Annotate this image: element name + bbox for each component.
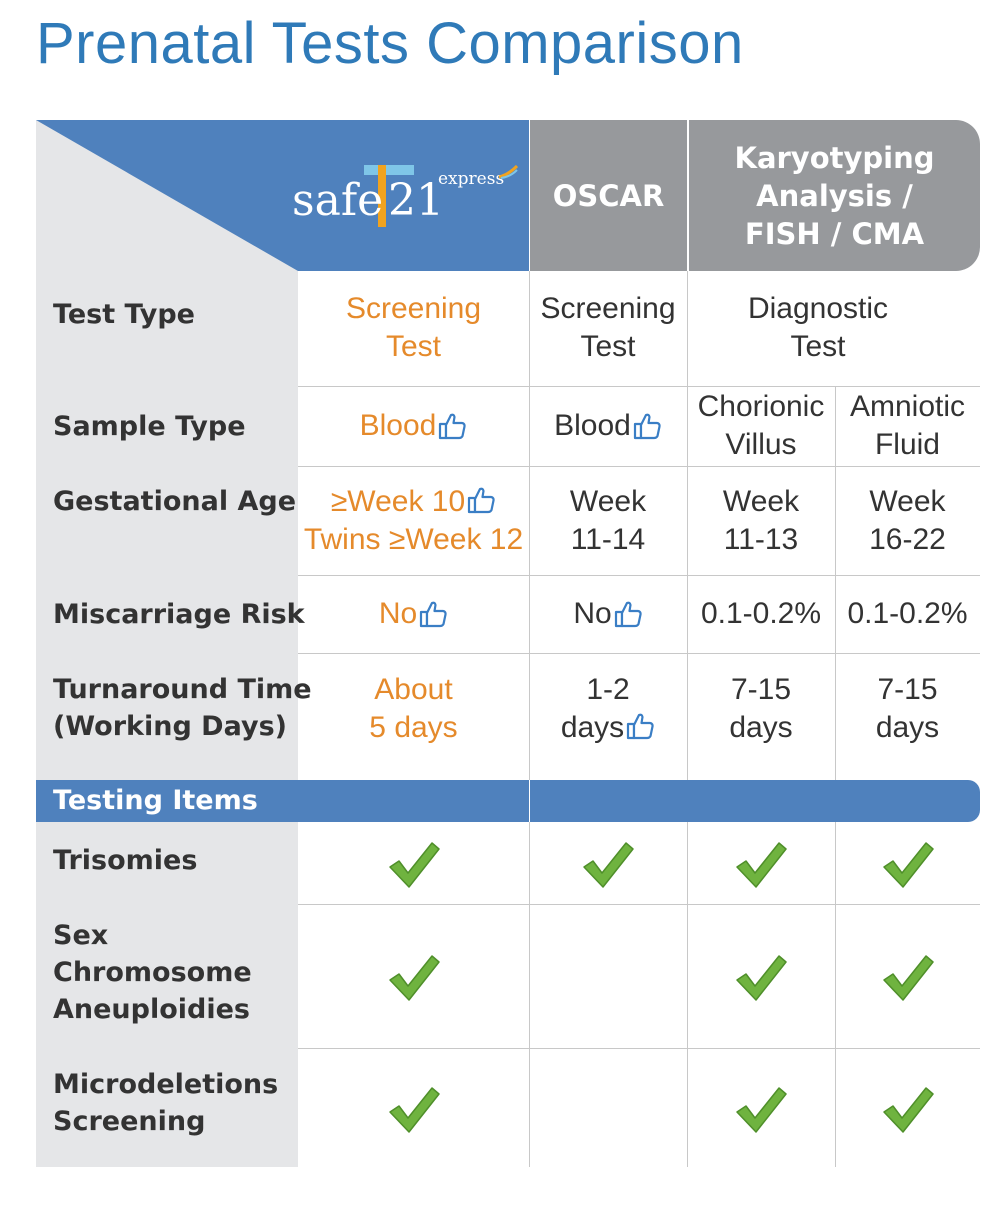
cell-miscarriage-amnio: 0.1-0.2% bbox=[835, 575, 980, 653]
cell-text: Diagnostic Test bbox=[747, 292, 889, 363]
cell-text: About 5 days bbox=[369, 673, 458, 744]
cell-text: Chorionic Villus bbox=[697, 390, 825, 461]
cell-text: 7-15 days bbox=[875, 673, 940, 744]
cell-miscarriage-oscar: No bbox=[529, 575, 687, 653]
grid-vline bbox=[687, 271, 688, 780]
grid-hline bbox=[298, 1048, 980, 1049]
header-oscar: OSCAR bbox=[529, 120, 687, 271]
thumbs-up-icon bbox=[439, 413, 467, 440]
logo-express-text: express bbox=[438, 169, 505, 189]
grid-hline bbox=[298, 386, 980, 387]
item-label-sex-chromosome: Sex Chromosome Aneuploidies bbox=[53, 920, 252, 1025]
check-icon bbox=[388, 955, 440, 1001]
cell-gestational-age-amnio: Week 16-22 bbox=[835, 466, 980, 575]
check-icon bbox=[388, 842, 440, 888]
cell-text: Twins ≥Week 12 bbox=[303, 522, 524, 556]
grid-hline bbox=[298, 466, 980, 467]
cell-text: No bbox=[573, 597, 612, 630]
cell-line: ≥Week 10 bbox=[331, 483, 496, 521]
section-label: Testing Items bbox=[53, 785, 258, 816]
thumbs-up-icon bbox=[420, 601, 447, 628]
cell-text: No bbox=[378, 597, 418, 630]
swoosh-icon bbox=[498, 165, 518, 179]
cell-turnaround-amnio: 7-15 days bbox=[835, 653, 980, 780]
header-karyotyping: Karyotyping Analysis / FISH / CMA bbox=[688, 120, 980, 271]
cell-text: Screening Test bbox=[540, 292, 676, 363]
cell-test-type-oscar: Screening Test bbox=[529, 290, 687, 380]
grid-hline bbox=[298, 904, 980, 905]
page-title: Prenatal Tests Comparison bbox=[36, 11, 744, 76]
check-icon bbox=[882, 1086, 934, 1133]
logo-safe-text: safe bbox=[292, 175, 384, 226]
check-icon bbox=[736, 1086, 787, 1133]
cell-turnaround-safe21: About 5 days bbox=[298, 653, 529, 780]
cell-text: Blood bbox=[554, 409, 631, 442]
logo-21-text: 21 bbox=[388, 175, 444, 226]
grid-vline bbox=[529, 271, 530, 780]
header-karyotyping-text: Karyotyping Analysis / FISH / CMA bbox=[734, 140, 935, 251]
cell-text: 0.1-0.2% bbox=[847, 597, 968, 630]
check-icon bbox=[882, 842, 934, 888]
cell-miscarriage-safe21: No bbox=[298, 575, 529, 653]
grid-hline bbox=[298, 575, 980, 576]
check-icon bbox=[736, 842, 787, 888]
row-label-miscarriage-risk: Miscarriage Risk bbox=[53, 599, 305, 630]
cell-text: 1-2 bbox=[586, 673, 630, 706]
label-column bbox=[36, 120, 298, 1167]
cell-text: Week 11-13 bbox=[722, 484, 800, 556]
row-label-turnaround: Turnaround Time (Working Days) bbox=[53, 674, 312, 742]
header-safe21 bbox=[36, 120, 529, 271]
logo-bar-top bbox=[364, 165, 414, 175]
cell-text: days bbox=[560, 711, 625, 744]
thumbs-up-icon bbox=[627, 713, 654, 740]
thumbs-up-icon bbox=[633, 413, 661, 440]
check-icon bbox=[388, 1086, 440, 1133]
cell-sample-type-amnio: Amniotic Fluid bbox=[835, 386, 980, 466]
check-icon bbox=[583, 842, 634, 888]
section-divider bbox=[529, 780, 530, 822]
grid-vline bbox=[529, 822, 530, 1167]
cell-text: Week 11-14 bbox=[569, 484, 647, 556]
item-label-microdeletions: Microdeletions Screening bbox=[53, 1069, 279, 1137]
cell-turnaround-cvs: 7-15 days bbox=[687, 653, 835, 780]
check-icon bbox=[882, 955, 934, 1001]
grid-vline bbox=[835, 386, 836, 780]
cell-sample-type-safe21: Blood bbox=[298, 386, 529, 466]
check-icon bbox=[736, 955, 787, 1001]
cell-sample-type-oscar: Blood bbox=[529, 386, 687, 466]
grid-hline bbox=[298, 653, 980, 654]
cell-gestational-age-cvs: Week 11-13 bbox=[687, 466, 835, 575]
row-label-sample-type: Sample Type bbox=[53, 411, 246, 442]
cell-text: 7-15 days bbox=[729, 673, 793, 744]
cell-miscarriage-cvs: 0.1-0.2% bbox=[687, 575, 835, 653]
cell-turnaround-oscar: 1-2 days bbox=[529, 653, 687, 780]
cell-line: days bbox=[561, 709, 655, 747]
thumbs-up-icon bbox=[468, 487, 495, 513]
cell-text: Week 16-22 bbox=[869, 484, 946, 556]
logo-bar bbox=[378, 165, 386, 227]
cell-text: 0.1-0.2% bbox=[700, 597, 822, 630]
item-label-trisomies: Trisomies bbox=[53, 845, 198, 876]
section-bar-testing-items: Testing Items bbox=[36, 780, 980, 822]
safe21-logo: safe 21 express bbox=[292, 165, 522, 235]
cell-gestational-age-oscar: Week 11-14 bbox=[529, 466, 687, 575]
header-oscar-text: OSCAR bbox=[552, 178, 665, 213]
header-diagonal bbox=[36, 120, 298, 271]
cell-text: Screening Test bbox=[345, 292, 482, 363]
row-label-gestational-age: Gestational Age bbox=[53, 486, 297, 517]
cell-test-type-karyo: Diagnostic Test bbox=[687, 290, 949, 380]
cell-text: ≥Week 10 bbox=[330, 484, 466, 518]
cell-text: Blood bbox=[359, 409, 437, 442]
cell-text: Amniotic Fluid bbox=[849, 390, 966, 461]
row-label-test-type: Test Type bbox=[53, 299, 195, 330]
cell-test-type-safe21: Screening Test bbox=[298, 290, 529, 380]
cell-gestational-age-safe21: ≥Week 10 Twins ≥Week 12 bbox=[298, 466, 529, 575]
grid-vline bbox=[835, 822, 836, 1167]
grid-vline bbox=[687, 822, 688, 1167]
thumbs-up-icon bbox=[614, 601, 642, 628]
cell-sample-type-cvs: Chorionic Villus bbox=[687, 386, 835, 466]
